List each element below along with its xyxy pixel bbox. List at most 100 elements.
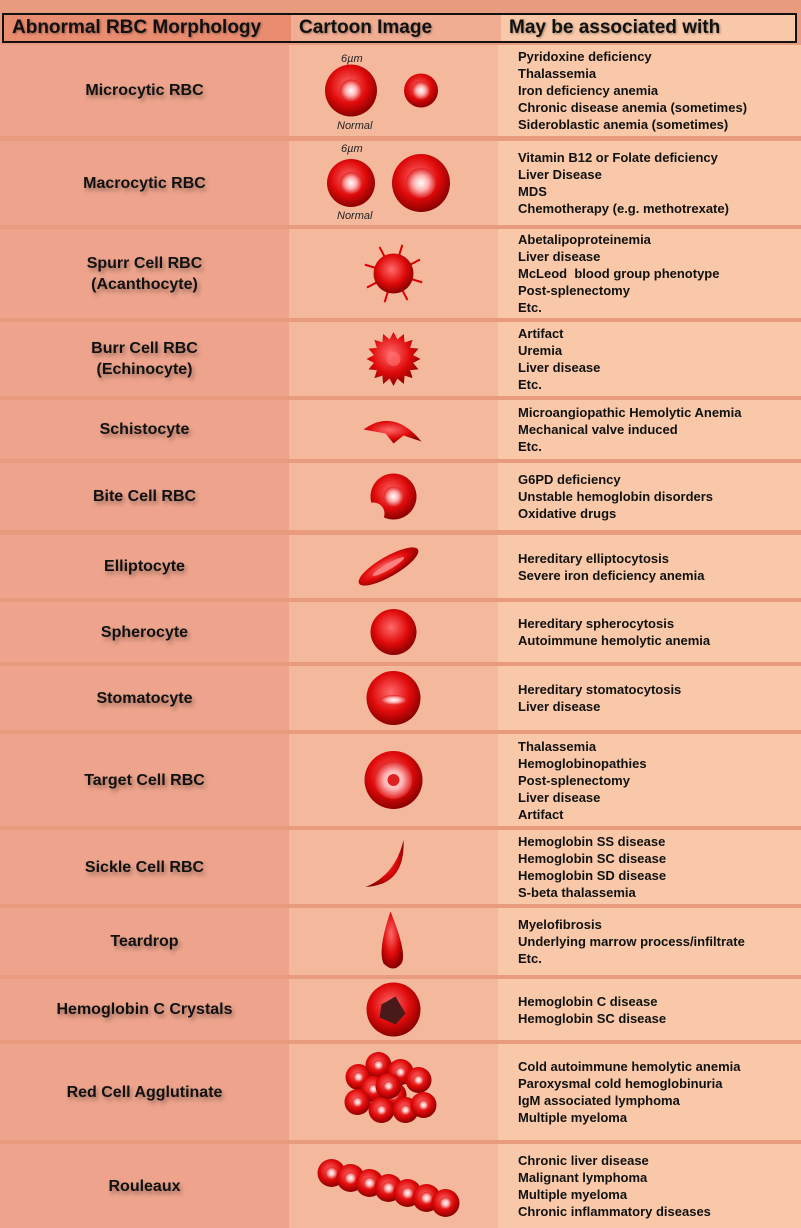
condition-item: Thalassemia bbox=[518, 66, 597, 81]
associated-conditions: Hereditary stomatocytosis Liver disease bbox=[498, 666, 801, 730]
elliptocyte-icon bbox=[358, 547, 419, 586]
morphology-name: Microcytic RBC bbox=[0, 45, 289, 136]
table-row: Stomatocyte Hereditary stomatocytosis Liv… bbox=[0, 666, 801, 730]
condition-item: Severe iron deficiency anemia bbox=[518, 567, 705, 583]
condition-item: Artifact bbox=[518, 806, 564, 822]
condition-item: Hereditary elliptocytosis bbox=[518, 550, 669, 566]
agglutinate-icon bbox=[344, 1052, 437, 1123]
morphology-name-text: Spurr Cell RBC (Acanthocyte) bbox=[86, 254, 203, 293]
table-row: Teardrop Myelofibrosis Underlying marrow … bbox=[0, 908, 801, 975]
condition-item: Liver Disease bbox=[518, 167, 602, 182]
table-row: Rouleaux Chronic liver disease Malignant … bbox=[0, 1144, 801, 1228]
morphology-name-text: Burr Cell RBC (Echinocyte) bbox=[91, 340, 198, 378]
header-morphology: Abnormal RBC Morphology bbox=[4, 15, 291, 41]
table-row: Hemoglobin C Crystals Hemoglobin C disea… bbox=[0, 979, 801, 1040]
condition-item: G6PD deficiency bbox=[518, 472, 621, 487]
cartoon-image bbox=[289, 979, 498, 1040]
associated-conditions: Pyridoxine deficiency Thalassemia Iron def… bbox=[498, 45, 801, 136]
condition-item: Post-splenectomy bbox=[518, 283, 630, 298]
teardrop-icon bbox=[381, 911, 404, 969]
morphology-name-text: Spherocyte bbox=[100, 623, 189, 641]
table-row: Schistocyte Microangiopathic Hemolytic A… bbox=[0, 400, 801, 459]
condition-item: Hereditary stomatocytosis bbox=[518, 682, 682, 697]
acanthocyte-icon bbox=[364, 244, 423, 303]
condition-item: MDS bbox=[518, 184, 547, 199]
condition-item: Hemoglobin C disease bbox=[518, 993, 658, 1009]
morphology-name-text: Red Cell Agglutinate bbox=[66, 1083, 223, 1101]
condition-item: Oxidative drugs bbox=[518, 506, 617, 521]
condition-item: Liver disease bbox=[518, 699, 601, 714]
table-row: Microcytic RBC 6µm Normal Pyridoxine defi… bbox=[0, 45, 801, 136]
table-row: Macrocytic RBC 6µm Normal Vitamin B12 or … bbox=[0, 141, 801, 225]
condition-item: Underlying marrow process/infiltrate bbox=[518, 934, 745, 949]
cartoon-image bbox=[289, 602, 498, 662]
morphology-name: Burr Cell RBC (Echinocyte) bbox=[0, 322, 289, 396]
morphology-name: Spherocyte bbox=[0, 602, 289, 662]
morphology-name: Sickle Cell RBC bbox=[0, 830, 289, 904]
condition-item: Vitamin B12 or Folate deficiency bbox=[518, 150, 718, 165]
header-associated: May be associated with bbox=[509, 17, 721, 38]
condition-item: Iron deficiency anemia bbox=[518, 83, 659, 98]
associated-conditions: Vitamin B12 or Folate deficiency Liver Di… bbox=[498, 141, 801, 225]
condition-item: Multiple myeloma bbox=[518, 1187, 628, 1202]
cartoon-image bbox=[289, 1044, 498, 1140]
condition-item: Hemoglobinopathies bbox=[518, 755, 647, 771]
table-row: Bite Cell RBC G6PD deficiency Unstable he… bbox=[0, 463, 801, 530]
size-label: 6µm bbox=[341, 53, 363, 65]
morphology-name: Spurr Cell RBC (Acanthocyte) bbox=[0, 229, 289, 318]
cartoon-image: 6µm Normal bbox=[289, 141, 498, 225]
condition-item: Hemoglobin SS disease bbox=[518, 834, 666, 849]
rouleaux-icon bbox=[317, 1159, 460, 1217]
cartoon-image: 6µm Normal bbox=[289, 45, 498, 136]
condition-item: Microangiopathic Hemolytic Anemia bbox=[518, 405, 742, 420]
condition-item: Artifact bbox=[518, 326, 564, 341]
cartoon-image bbox=[289, 666, 498, 730]
condition-item: Liver disease bbox=[518, 789, 601, 805]
condition-item: Sideroblastic anemia (sometimes) bbox=[518, 117, 729, 132]
associated-conditions: Hereditary elliptocytosis Severe iron def… bbox=[498, 535, 801, 598]
cartoon-image bbox=[289, 229, 498, 318]
stomatocyte-icon bbox=[366, 671, 421, 725]
cartoon-image bbox=[289, 1144, 498, 1228]
echinocyte-icon bbox=[366, 332, 421, 386]
table-row: Elliptocyte Hereditary elliptocytosis Sev… bbox=[0, 535, 801, 598]
condition-item: Uremia bbox=[518, 343, 563, 358]
condition-item: McLeod blood group phenotype bbox=[518, 266, 720, 281]
condition-item: Cold autoimmune hemolytic anemia bbox=[518, 1059, 741, 1074]
morphology-name: Red Cell Agglutinate bbox=[0, 1044, 289, 1140]
morphology-name: Macrocytic RBC bbox=[0, 141, 289, 225]
morphology-name: Teardrop bbox=[0, 908, 289, 975]
sickle-cell-icon bbox=[365, 840, 404, 887]
microcytic-icon bbox=[325, 64, 438, 117]
condition-item: Mechanical valve induced bbox=[518, 422, 678, 437]
table-row: Target Cell RBC Thalassemia Hemoglobinopa… bbox=[0, 734, 801, 826]
table-row: Red Cell Agglutinate Cold autoimmune hem… bbox=[0, 1044, 801, 1140]
morphology-name: Elliptocyte bbox=[0, 535, 289, 598]
spherocyte-icon bbox=[370, 609, 417, 655]
morphology-name: Bite Cell RBC bbox=[0, 463, 289, 530]
condition-item: Myelofibrosis bbox=[518, 917, 602, 932]
morphology-name-text: Hemoglobin C Crystals bbox=[56, 1001, 233, 1018]
condition-item: Hemoglobin SC disease bbox=[518, 1010, 667, 1026]
condition-item: Autoimmune hemolytic anemia bbox=[518, 633, 711, 648]
associated-conditions: Hereditary spherocytosis Autoimmune hemol… bbox=[498, 602, 801, 662]
associated-conditions: Thalassemia Hemoglobinopathies Post-splene… bbox=[498, 734, 801, 826]
condition-item: Liver disease bbox=[518, 360, 601, 375]
morphology-name-text: Schistocyte bbox=[99, 421, 190, 438]
condition-item: Chronic liver disease bbox=[518, 1153, 649, 1168]
condition-item: Pyridoxine deficiency bbox=[518, 49, 652, 64]
morphology-name-text: Elliptocyte bbox=[104, 558, 185, 575]
condition-item: Etc. bbox=[518, 439, 542, 454]
morphology-name-text: Target Cell RBC bbox=[84, 771, 205, 789]
normal-label: Normal bbox=[337, 210, 373, 222]
table-row: Spurr Cell RBC (Acanthocyte) Abetalipopr… bbox=[0, 229, 801, 318]
bite-cell-icon bbox=[362, 473, 417, 525]
cartoon-image bbox=[289, 463, 498, 530]
condition-item: S-beta thalassemia bbox=[518, 885, 636, 900]
condition-item: Post-splenectomy bbox=[518, 772, 630, 788]
morphology-name: Schistocyte bbox=[0, 400, 289, 459]
cartoon-image bbox=[289, 400, 498, 459]
condition-item: Unstable hemoglobin disorders bbox=[518, 489, 714, 504]
associated-conditions: Chronic liver disease Malignant lymphoma M… bbox=[498, 1144, 801, 1228]
